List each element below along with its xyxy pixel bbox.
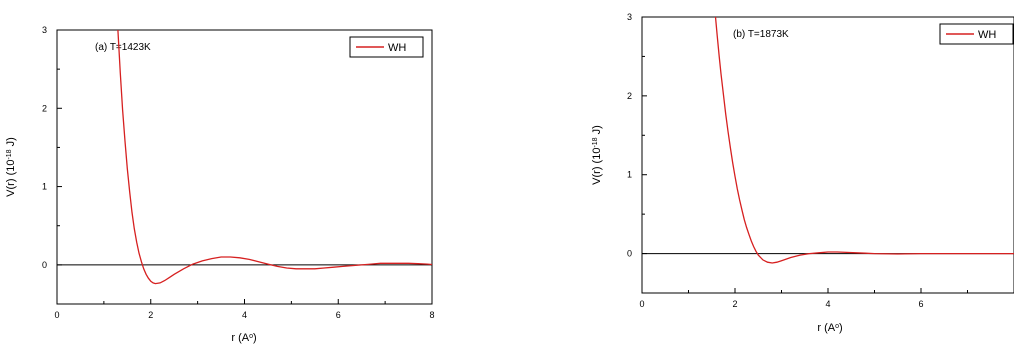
y-axis-label: V(r) (10-18 J) — [5, 137, 17, 197]
x-tick-label: 4 — [242, 310, 247, 320]
x-tick-label: 4 — [825, 299, 830, 309]
chart-panel-b: 0 2 4 6 0 1 2 3 r (Ao) V(r) (10-18 J) (b) T=1873K W… — [591, 12, 1014, 334]
y-tick-label: 2 — [42, 103, 47, 113]
chart-panel-a: 0 2 4 6 8 0 1 2 3 r (Ao) V(r) (10-18 J) (a) T=1423K… — [5, 25, 435, 344]
legend-label: WH — [978, 29, 996, 41]
series-line-wh — [714, 17, 1014, 264]
x-tick-label: 0 — [54, 310, 59, 320]
plot-frame — [56, 29, 433, 305]
x-tick-label: 6 — [336, 310, 341, 320]
x-tick-label: 2 — [732, 299, 737, 309]
x-tick-label: 2 — [148, 310, 153, 320]
x-tick-label: 6 — [918, 299, 923, 309]
y-tick-label: 1 — [42, 182, 47, 192]
x-tick-label: 0 — [639, 299, 644, 309]
legend-label: WH — [388, 42, 406, 54]
x-axis-label: r (Ao) — [817, 322, 842, 334]
y-tick-label: 0 — [627, 249, 632, 259]
x-axis-label: r (Ao) — [231, 332, 256, 344]
y-tick-label: 3 — [42, 25, 47, 35]
y-tick-label: 3 — [627, 12, 632, 22]
series-line-wh — [117, 30, 432, 285]
y-axis-label: V(r) (10-18 J) — [591, 125, 603, 185]
x-tick-label: 8 — [429, 310, 434, 320]
y-tick-label: 2 — [627, 91, 632, 101]
y-tick-label: 0 — [42, 260, 47, 270]
y-tick-label: 1 — [627, 170, 632, 180]
legend-box — [349, 36, 424, 58]
panel-label: (b) T=1873K — [733, 29, 789, 40]
legend-box — [939, 23, 1014, 45]
panel-label: (a) T=1423K — [95, 42, 151, 53]
